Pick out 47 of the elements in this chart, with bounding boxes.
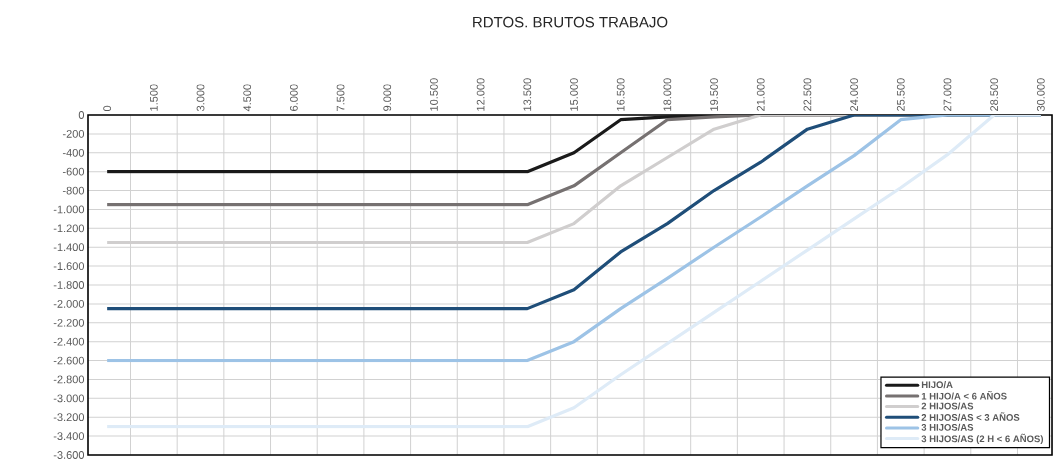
legend-label: 2 HIJOS/AS < 3 AÑOS bbox=[921, 412, 1020, 421]
x-tick-label: 1.500 bbox=[149, 84, 158, 111]
y-tick-label: -800 bbox=[62, 186, 85, 195]
y-tick-label: -1.400 bbox=[53, 243, 85, 252]
x-tick-label: 24.000 bbox=[850, 78, 858, 111]
y-tick-label: -3.000 bbox=[53, 394, 85, 403]
legend-label: 1 HIJO/A < 6 AÑOS bbox=[921, 390, 1007, 400]
x-tick-label: 0 bbox=[103, 105, 112, 112]
x-tick-label: 30.000 bbox=[1036, 78, 1045, 112]
y-tick-label: -2.600 bbox=[53, 356, 85, 365]
x-tick-label: 9.000 bbox=[383, 84, 392, 111]
y-tick-label: -1.800 bbox=[53, 281, 85, 289]
x-tick-label: 16.500 bbox=[616, 78, 625, 111]
x-tick-label: 19.500 bbox=[710, 78, 718, 111]
y-tick-label: -3.200 bbox=[53, 413, 85, 422]
y-tick-label: -2.400 bbox=[53, 337, 85, 346]
chart-title: RDTOS. BRUTOS TRABAJO bbox=[473, 16, 668, 28]
x-tick-label: 7.500 bbox=[336, 84, 345, 111]
x-tick-label: 28.500 bbox=[990, 78, 999, 111]
y-tick-label: -200 bbox=[62, 130, 85, 138]
y-tick-label: 0 bbox=[78, 111, 85, 119]
legend-label: 2 HIJOS/AS bbox=[921, 402, 974, 410]
x-tick-label: 21.000 bbox=[756, 78, 765, 111]
x-tick-label: 3.000 bbox=[196, 84, 205, 112]
y-tick-label: -1.000 bbox=[53, 205, 85, 214]
legend-label: 3 HIJOS/AS bbox=[921, 423, 974, 431]
x-tick-label: 27.000 bbox=[943, 78, 952, 111]
y-tick-label: -1.200 bbox=[53, 224, 85, 233]
x-tick-label: 18.000 bbox=[663, 78, 672, 111]
x-tick-label: 6.000 bbox=[289, 84, 298, 111]
x-tick-label: 15.000 bbox=[570, 78, 578, 111]
x-tick-label: 12.000 bbox=[476, 78, 485, 111]
x-tick-label: 25.500 bbox=[896, 78, 905, 111]
y-tick-label: -1.600 bbox=[53, 262, 85, 271]
legend-label: HIJO/A bbox=[921, 381, 953, 389]
x-tick-label: 22.500 bbox=[803, 78, 812, 111]
x-tick-label: 4.500 bbox=[243, 84, 252, 112]
y-tick-label: -2.200 bbox=[53, 318, 85, 327]
y-tick-label: -3.400 bbox=[53, 432, 85, 441]
y-tick-label: -400 bbox=[62, 148, 85, 157]
x-tick-label: 10.500 bbox=[430, 78, 438, 111]
y-tick-label: -2.000 bbox=[53, 300, 85, 308]
legend-label: 3 HIJOS/AS (2 H < 6 AÑOS) bbox=[921, 433, 1044, 445]
y-tick-label: -2.800 bbox=[53, 375, 85, 384]
y-tick-label: -600 bbox=[62, 167, 85, 176]
x-tick-label: 13.500 bbox=[523, 78, 532, 111]
y-tick-label: -3.600 bbox=[53, 451, 85, 459]
